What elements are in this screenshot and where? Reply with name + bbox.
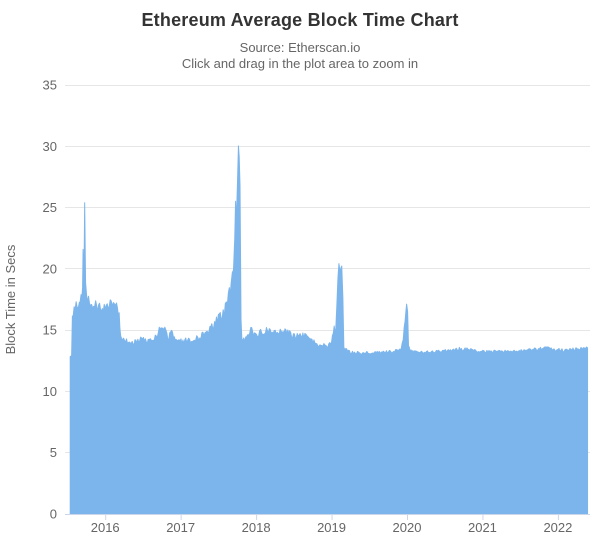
y-axis-tick-label: 10 (43, 384, 57, 399)
x-axis-tick-label: 2021 (468, 520, 497, 535)
block-time-series (69, 145, 589, 515)
chart-subtitle-hint: Click and drag in the plot area to zoom … (181, 56, 419, 71)
x-axis-tick-label: 2019 (317, 520, 346, 535)
y-axis-tick-label: 0 (50, 507, 57, 522)
chart-title: Ethereum Average Block Time Chart (141, 10, 459, 30)
y-axis-tick-label: 20 (43, 261, 57, 276)
x-axis-tick-label: 2016 (91, 520, 120, 535)
x-axis-tick-label: 2017 (166, 520, 195, 535)
y-axis-tick-label: 5 (50, 445, 57, 460)
y-axis-tick-label: 15 (43, 323, 57, 338)
y-axis-tick-label: 25 (43, 200, 57, 215)
x-axis-tick-label: 2022 (543, 520, 572, 535)
y-axis-title: Block Time in Secs (3, 244, 18, 354)
y-axis-tick-label: 30 (43, 139, 57, 154)
y-axis-tick-label: 35 (43, 78, 57, 93)
x-axis-tick-label: 2018 (242, 520, 271, 535)
chart-subtitle-source: Source: Etherscan.io (239, 40, 361, 55)
x-axis-tick-label: 2020 (393, 520, 422, 535)
